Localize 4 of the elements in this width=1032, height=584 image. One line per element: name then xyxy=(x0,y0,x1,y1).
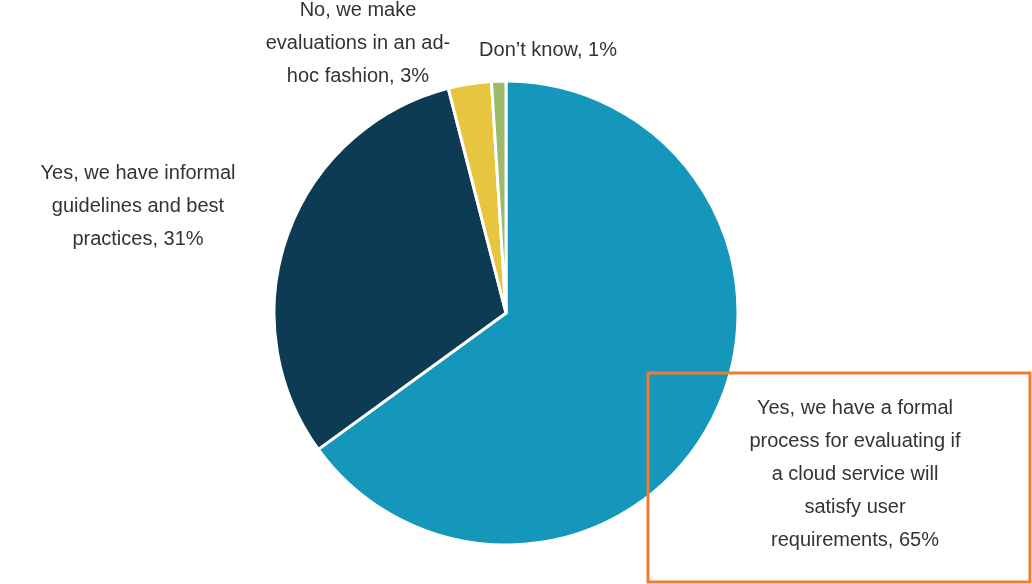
slice-label: Don’t know, 1% xyxy=(479,38,618,61)
slice-label: No, we make evaluations in an ad-hoc fashion, 3% xyxy=(265,0,451,87)
slice-label: Yes, we have a formal process for evaluating if a cloud service will satisfy user requirements, 65% xyxy=(749,396,962,551)
slice-label: Yes, we have informal guidelines and best practices, 31% xyxy=(40,161,236,250)
